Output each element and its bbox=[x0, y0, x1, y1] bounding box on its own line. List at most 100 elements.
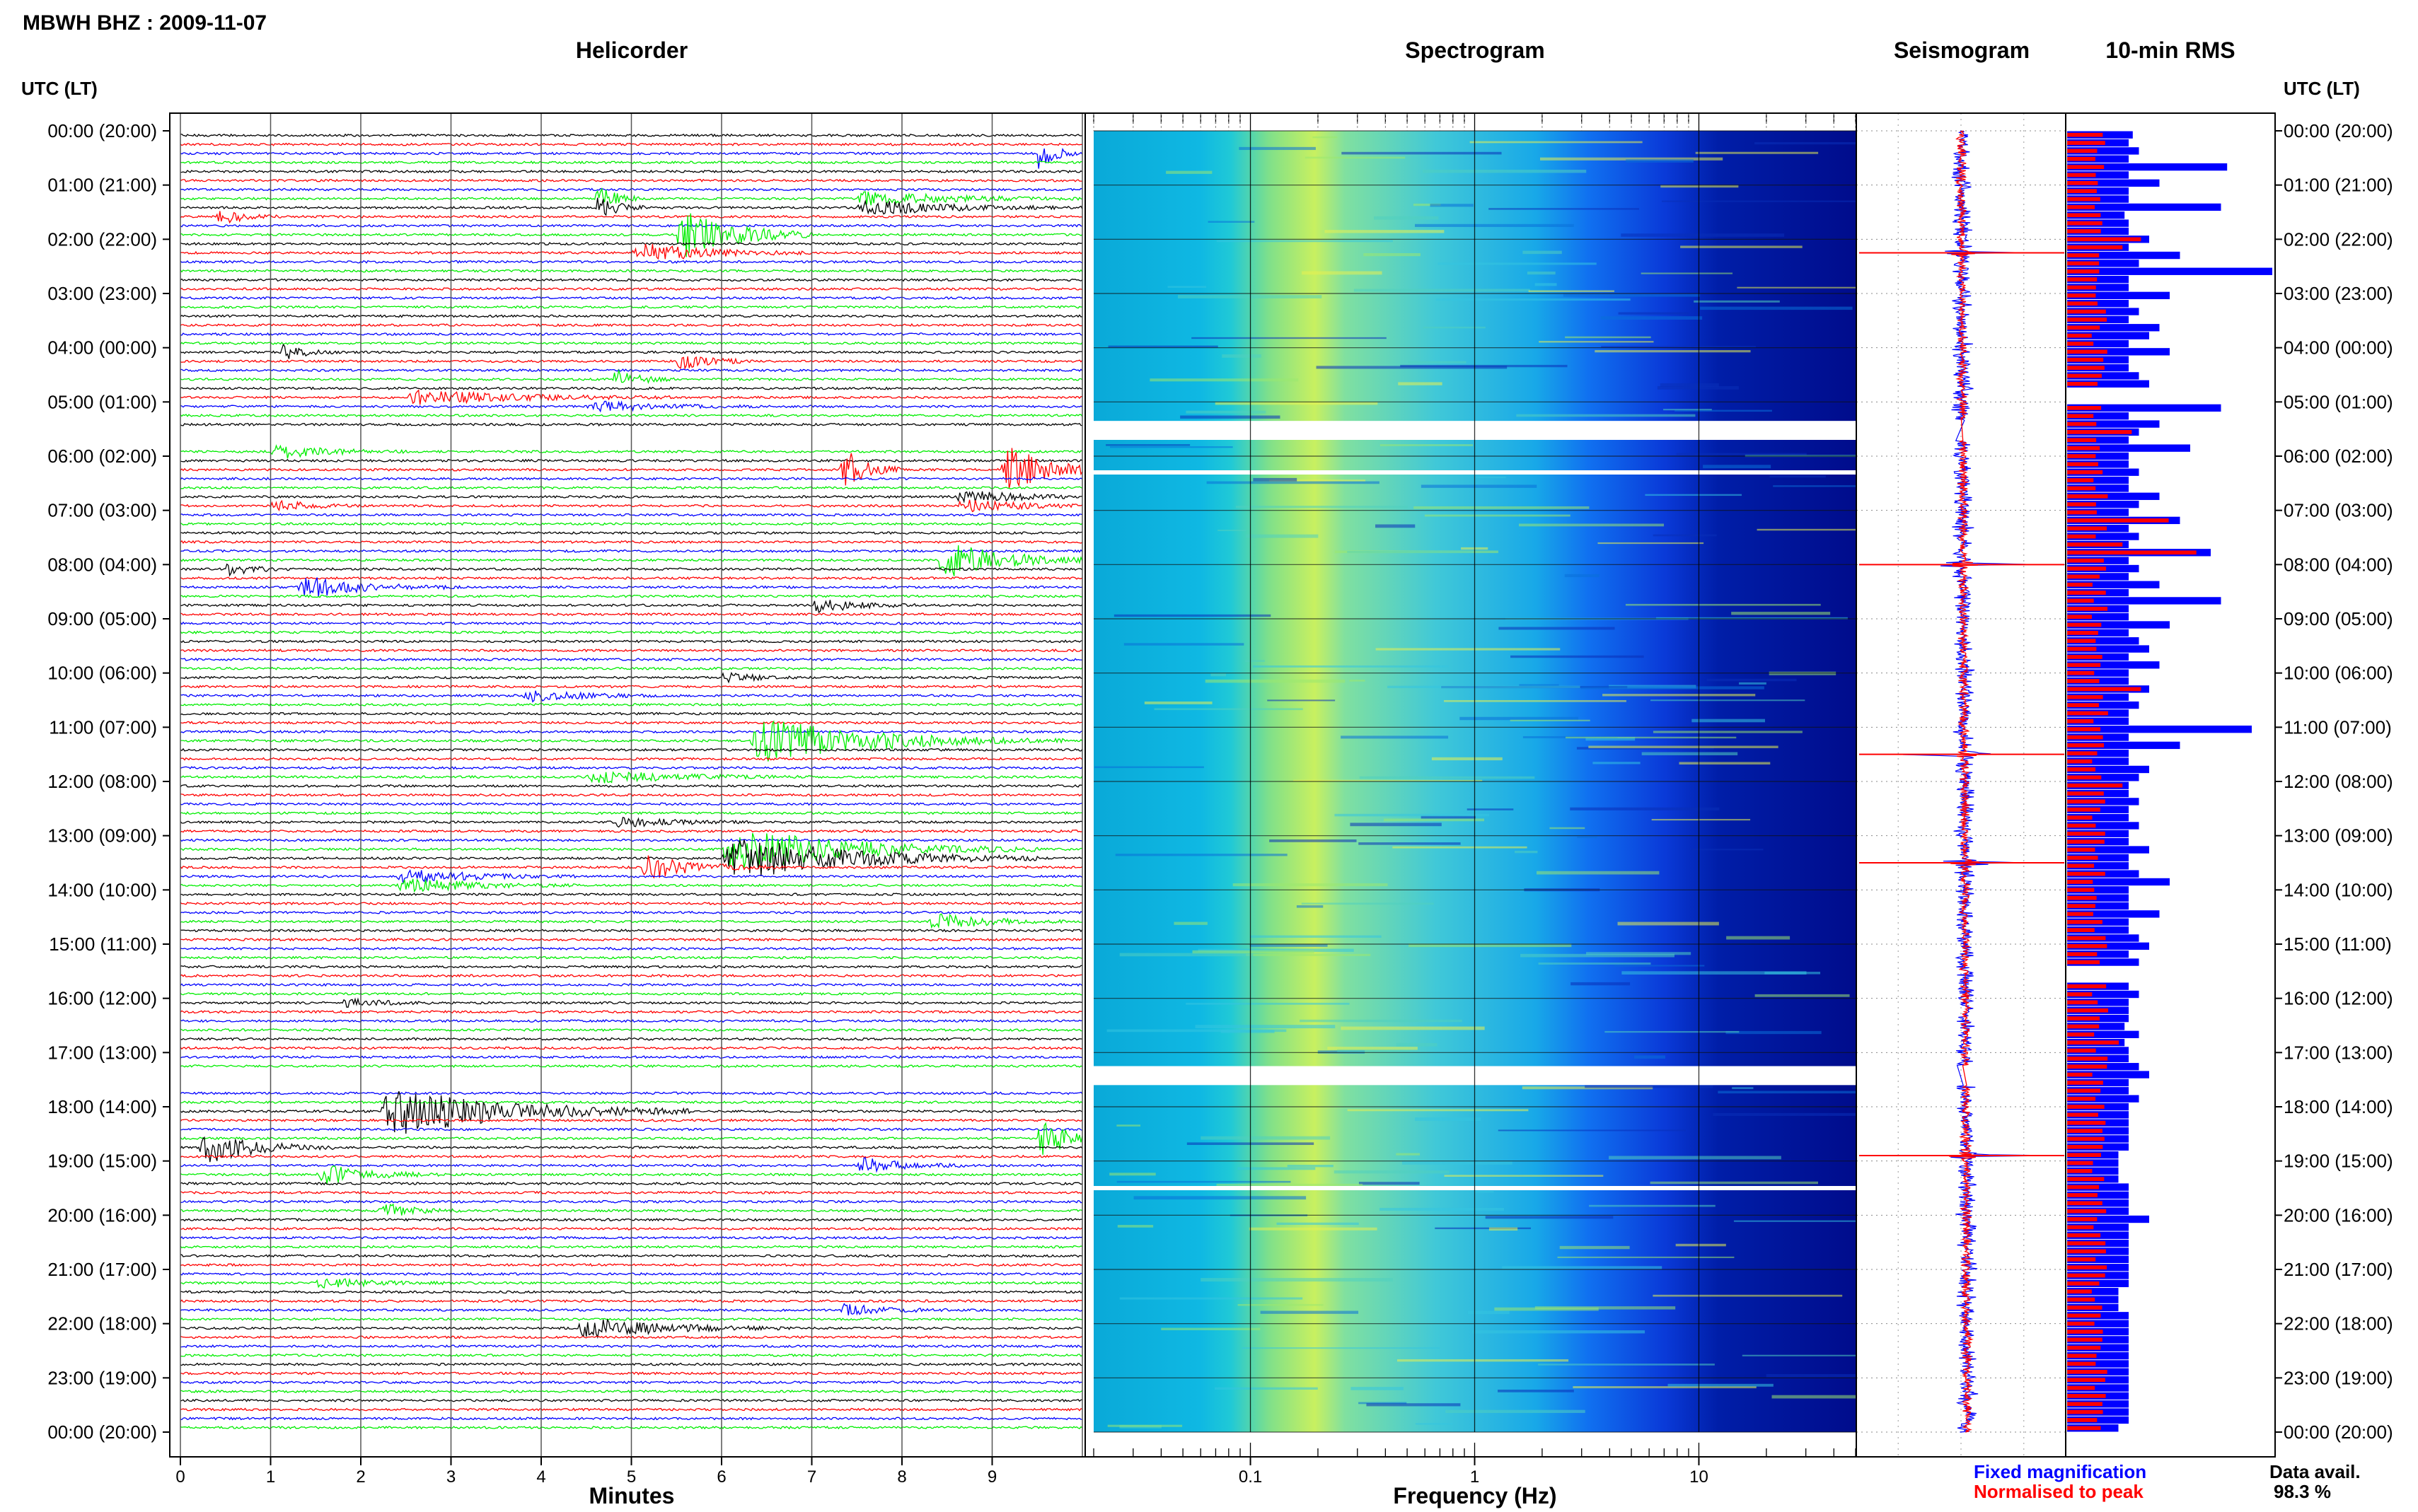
rms-bar-normalised bbox=[2067, 1177, 2105, 1182]
rms-bar-fixed bbox=[2067, 661, 2160, 669]
rms-bar-fixed bbox=[2067, 612, 2129, 621]
rms-bar-normalised bbox=[2067, 831, 2105, 836]
rms-bar-normalised bbox=[2067, 318, 2107, 322]
rms-panel bbox=[2065, 112, 2276, 1458]
hour-label-right: 05:00 (01:00) bbox=[2284, 391, 2393, 412]
hour-label-right: 16:00 (12:00) bbox=[2284, 988, 2393, 1009]
rms-bar-fixed bbox=[2067, 886, 2129, 894]
rms-bar-normalised bbox=[2067, 655, 2102, 659]
rms-bar-normalised bbox=[2067, 566, 2107, 571]
rms-bar-normalised bbox=[2067, 1345, 2101, 1350]
rms-bar-normalised bbox=[2067, 1105, 2105, 1109]
rms-bar-normalised bbox=[2067, 928, 2095, 932]
rms-bar-normalised bbox=[2067, 1354, 2097, 1358]
rms-bar-normalised bbox=[2067, 534, 2096, 539]
rms-bar-fixed bbox=[2067, 1384, 2129, 1392]
rms-bar-normalised bbox=[2067, 1257, 2096, 1262]
rms-bar-normalised bbox=[2067, 1088, 2101, 1093]
rms-bar-normalised bbox=[2067, 1032, 2095, 1037]
helicorder-x-tick: 4 bbox=[536, 1467, 545, 1487]
rms-bar-normalised bbox=[2067, 1193, 2098, 1197]
helicorder-title: Helicorder bbox=[576, 37, 688, 63]
hour-label-left: 11:00 (07:00) bbox=[49, 716, 157, 738]
rms-bar-fixed bbox=[2067, 637, 2139, 645]
rms-bar-fixed bbox=[2067, 187, 2129, 195]
rms-bar-normalised bbox=[2067, 1096, 2096, 1101]
rms-bar-normalised bbox=[2067, 149, 2098, 153]
rms-bar-fixed bbox=[2067, 452, 2129, 460]
rms-bar-fixed bbox=[2067, 1071, 2149, 1078]
hour-label-left: 00:00 (20:00) bbox=[47, 1421, 157, 1443]
rms-bar-normalised bbox=[2067, 1305, 2102, 1310]
rms-bar-normalised bbox=[2067, 847, 2095, 852]
rms-bar-fixed bbox=[2067, 958, 2139, 966]
rms-bar-fixed bbox=[2067, 1030, 2139, 1038]
rms-bar-normalised bbox=[2067, 1249, 2106, 1254]
rms-bar-fixed bbox=[2067, 1191, 2129, 1199]
rms-bar-normalised bbox=[2067, 687, 2141, 692]
rms-bar-normalised bbox=[2067, 357, 2104, 362]
spectrogram-panel: 0.1 1 10 bbox=[1084, 112, 1857, 1487]
rms-bar-fixed bbox=[2067, 725, 2252, 733]
hour-label-right: 01:00 (21:00) bbox=[2284, 175, 2393, 196]
hour-label-left: 07:00 (03:00) bbox=[47, 500, 157, 521]
rms-bar-fixed bbox=[2067, 420, 2160, 428]
helicorder-x-tick: 3 bbox=[446, 1467, 456, 1487]
rms-bar-normalised bbox=[2067, 743, 2105, 748]
rms-bar-normalised bbox=[2067, 582, 2093, 587]
rms-bar-normalised bbox=[2067, 526, 2107, 531]
rms-bar-normalised bbox=[2067, 1402, 2102, 1407]
seismogram-fixed-trace bbox=[1903, 130, 2052, 1433]
rms-bar-normalised bbox=[2067, 598, 2094, 603]
rms-bar-normalised bbox=[2067, 333, 2092, 338]
rms-bar-fixed bbox=[2067, 1047, 2129, 1054]
hour-label-right: 06:00 (02:00) bbox=[2284, 446, 2393, 467]
rms-bar-fixed bbox=[2067, 171, 2129, 179]
hour-label-left: 17:00 (13:00) bbox=[47, 1042, 157, 1063]
rms-bar-normalised bbox=[2067, 237, 2141, 242]
rms-bar-normalised bbox=[2067, 895, 2097, 900]
seismogram-panel bbox=[1856, 112, 2066, 1458]
rms-bar-normalised bbox=[2067, 1209, 2107, 1214]
hour-label-left: 20:00 (16:00) bbox=[47, 1204, 157, 1226]
rms-bar-fixed bbox=[2067, 476, 2129, 484]
rms-bar-normalised bbox=[2067, 1241, 2106, 1245]
rms-bar-fixed bbox=[2067, 179, 2160, 187]
rms-bar-fixed bbox=[2067, 878, 2170, 886]
rms-bar-fixed bbox=[2067, 267, 2272, 275]
rms-bar-fixed bbox=[2067, 444, 2190, 452]
helicorder-xlabel: Minutes bbox=[589, 1483, 675, 1508]
rms-bar-normalised bbox=[2067, 606, 2108, 611]
rms-bar-normalised bbox=[2067, 293, 2096, 298]
rms-bar-normalised bbox=[2067, 325, 2100, 330]
rms-bar-normalised bbox=[2067, 1426, 2101, 1431]
rms-bar-normalised bbox=[2067, 622, 2102, 627]
rms-bar-normalised bbox=[2067, 1297, 2095, 1302]
rms-bar-fixed bbox=[2067, 999, 2129, 1006]
rms-bar-normalised bbox=[2067, 856, 2098, 860]
hour-label-right: 18:00 (14:00) bbox=[2284, 1096, 2393, 1117]
rms-bar-fixed bbox=[2067, 163, 2228, 171]
hour-label-left: 00:00 (20:00) bbox=[47, 120, 157, 141]
rms-bar-normalised bbox=[2067, 775, 2102, 780]
spectrogram-x-tick: 10 bbox=[1689, 1467, 1708, 1487]
rms-bar-fixed bbox=[2067, 765, 2149, 774]
helicorder-x-tick: 1 bbox=[266, 1467, 275, 1487]
rms-bar-normalised bbox=[2067, 1024, 2100, 1029]
rms-bar-normalised bbox=[2067, 1185, 2100, 1190]
rms-bar-normalised bbox=[2067, 759, 2093, 764]
helicorder-x-tick: 0 bbox=[175, 1467, 185, 1487]
rms-bar-normalised bbox=[2067, 197, 2100, 202]
hour-label-right: 15:00 (11:00) bbox=[2284, 934, 2392, 955]
spectrogram-x-tick: 1 bbox=[1470, 1467, 1479, 1487]
rms-bar-normalised bbox=[2067, 912, 2093, 917]
rms-bar-normalised bbox=[2067, 735, 2103, 740]
rms-bar-normalised bbox=[2067, 767, 2096, 772]
rms-bar-normalised bbox=[2067, 373, 2102, 378]
rms-bar-normalised bbox=[2067, 1072, 2093, 1077]
rms-bar-normalised bbox=[2067, 663, 2101, 668]
rms-bar-normalised bbox=[2067, 502, 2096, 506]
rms-bar-fixed bbox=[2067, 1095, 2139, 1103]
rms-bar-fixed bbox=[2067, 260, 2139, 267]
rms-bar-fixed bbox=[2067, 862, 2129, 870]
